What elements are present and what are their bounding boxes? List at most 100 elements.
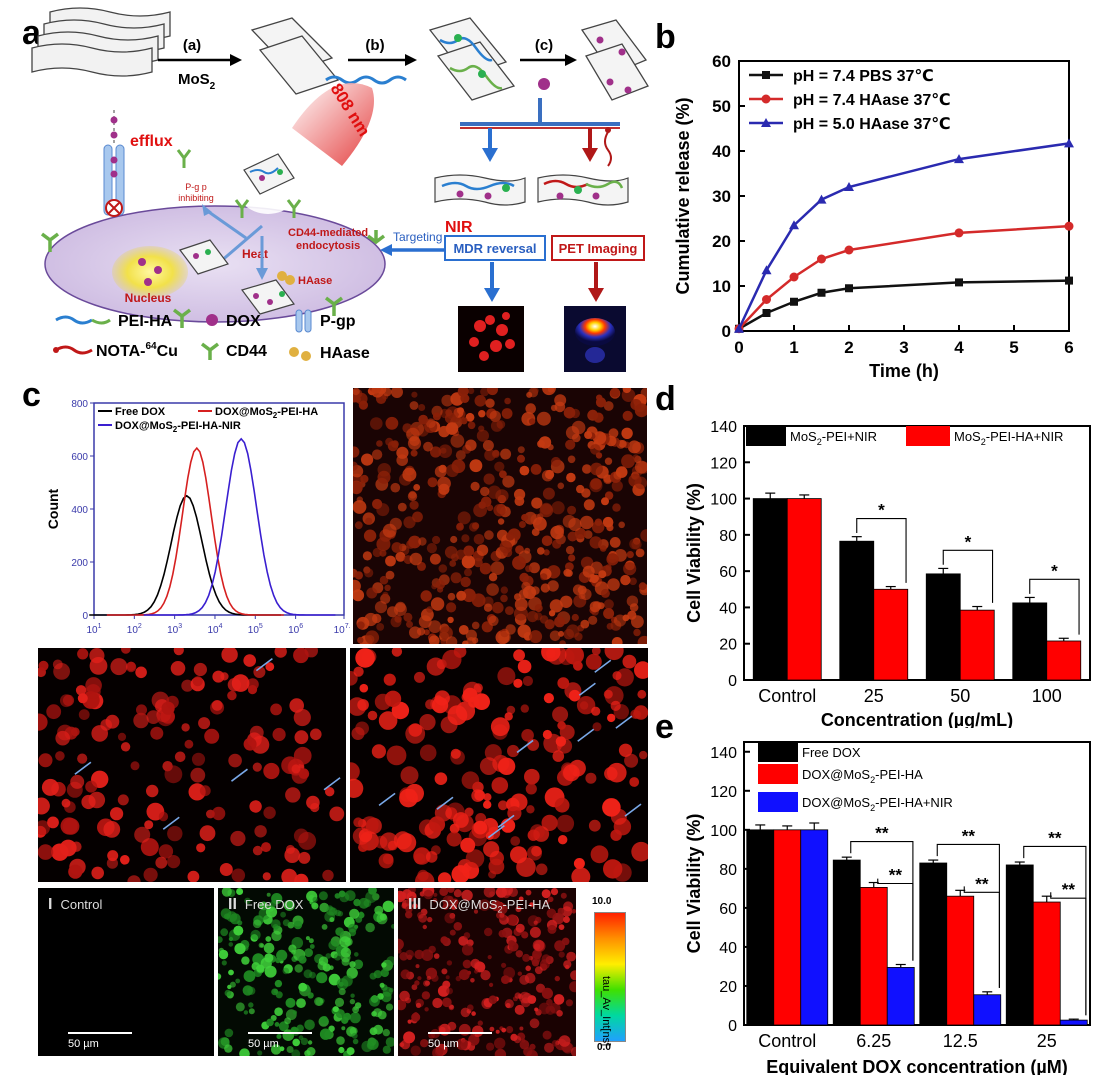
schematic-legend: PEI-HA DOX P-gp NOTA-64Cu CD44 HAase — [53, 309, 370, 362]
bar — [800, 829, 829, 1026]
legend-pei-ha: PEI-HA — [118, 313, 173, 330]
y-tick-label: 60 — [712, 52, 731, 71]
panel-label-a: a — [22, 14, 41, 52]
x-tick-label: 105 — [248, 623, 263, 636]
legend-swatch — [746, 426, 786, 446]
significance-bracket — [942, 549, 994, 603]
significance-label: ** — [889, 866, 903, 885]
flow-cytometry-histogram: 0 200 400 600 800 101 102 103 104 105 106 107.2 Coun… — [45, 399, 350, 636]
cd44-receptors — [40, 230, 386, 328]
x-tick-label: 101 — [86, 623, 101, 636]
significance-bracket — [1029, 578, 1080, 635]
y-tick-label: 0 — [82, 611, 88, 622]
legend-swatch — [758, 792, 798, 812]
series-line — [738, 279, 1070, 330]
bar — [859, 887, 888, 1026]
cell-fluorescence-texture — [353, 388, 647, 644]
legend-label: MoS2-PEI+NIR — [790, 429, 877, 447]
fluorescence-image-middle-left — [38, 648, 346, 882]
significance-bracket — [877, 878, 914, 961]
y-tick-label: 40 — [719, 600, 737, 617]
nucleus-label: Nucleus — [125, 291, 172, 305]
significance-bracket — [1050, 892, 1087, 1016]
bar — [925, 573, 961, 681]
data-point — [816, 194, 827, 204]
data-point — [762, 309, 771, 317]
x-tick-label: 3 — [899, 338, 908, 357]
x-tick-label: 106 — [288, 623, 303, 636]
legend-label: pH = 7.4 PBS 37℃ — [793, 68, 934, 85]
efflux-label: efflux — [130, 133, 173, 150]
bar — [746, 829, 775, 1026]
y-tick-label: 60 — [719, 901, 737, 918]
bar — [1046, 640, 1082, 681]
bar — [839, 540, 875, 681]
series-1: pH = 7.4 HAase 37℃ — [734, 92, 1074, 334]
flim-free-dox-image: II Free DOX 50 µm — [218, 888, 394, 1056]
data-point — [762, 295, 771, 304]
annotation-arrow — [323, 777, 341, 791]
x-tick-label: 102 — [127, 623, 142, 636]
category-label: Control — [758, 1031, 816, 1051]
bar — [946, 895, 975, 1026]
bar — [1012, 602, 1048, 681]
flim-free-dox-title: II Free DOX — [228, 896, 304, 913]
y-tick-label: 120 — [710, 784, 737, 801]
y-tick-label: 10 — [712, 277, 731, 296]
annotation-arrow — [487, 824, 505, 839]
y-axis-label: Cumulative release (%) — [673, 97, 693, 294]
legend-swatch — [758, 764, 798, 784]
y-tick-label: 80 — [719, 862, 737, 879]
nucleus — [112, 246, 188, 298]
legend-label: DOX@MoS2-PEI-HA-NIR — [115, 420, 241, 434]
flim-control-title: I Control — [48, 896, 103, 913]
legend-swatch — [758, 742, 798, 762]
data-point — [789, 272, 799, 282]
data-point — [790, 297, 798, 306]
y-tick-label: 140 — [710, 419, 737, 436]
bar — [959, 609, 995, 681]
y-tick-label: 200 — [71, 558, 88, 569]
significance-label: * — [878, 501, 885, 520]
legend-label: Free DOX — [802, 745, 861, 760]
bar — [773, 829, 802, 1026]
legend-label: pH = 7.4 HAase 37℃ — [793, 92, 951, 109]
category-label: 6.25 — [856, 1031, 891, 1051]
annotation-arrow — [497, 814, 515, 828]
y-tick-label: 100 — [710, 492, 737, 509]
cell-fluorescence-texture — [38, 648, 345, 882]
series-line — [737, 142, 1070, 330]
bar — [752, 498, 788, 681]
legend-dox: DOX — [226, 313, 261, 330]
panel-label-d: d — [655, 380, 676, 418]
significance-label: * — [1051, 561, 1058, 580]
pgp-inhibiting-label-2: inhibiting — [178, 193, 214, 203]
x-tick-label: 0 — [734, 338, 743, 357]
significance-label: ** — [975, 874, 989, 893]
histogram-peak — [143, 437, 336, 616]
annotation-arrow — [378, 792, 396, 806]
series-2: pH = 5.0 HAase 37℃ — [734, 116, 1074, 333]
fluorescence-image-top-right — [353, 388, 647, 644]
pgp-inhibiting-label-1: P-g p — [185, 182, 207, 192]
bulk-sheets — [31, 7, 171, 77]
y-axis-label: Cell Viability (%) — [684, 483, 704, 623]
data-point — [955, 278, 963, 287]
step-a-label: (a) — [183, 37, 201, 54]
bar — [832, 859, 861, 1026]
annotation-arrow — [74, 761, 92, 775]
data-point — [789, 220, 799, 230]
y-tick-label: 80 — [719, 528, 737, 545]
flim-control-image: I Control 50 µm — [38, 888, 214, 1056]
y-tick-label: 400 — [71, 505, 88, 516]
x-tick-label: 6 — [1064, 338, 1073, 357]
legend-marker — [761, 118, 771, 127]
panel-label-e: e — [655, 708, 674, 746]
annotation-arrow — [230, 768, 248, 782]
pet-imaging-box — [551, 235, 645, 261]
data-point — [761, 265, 772, 275]
y-tick-label: 100 — [710, 823, 737, 840]
bar — [786, 498, 822, 681]
flim-dox-mos2-image: III DOX@MoS2-PEI-HA 50 µm — [398, 888, 576, 1056]
bar — [1005, 864, 1034, 1026]
